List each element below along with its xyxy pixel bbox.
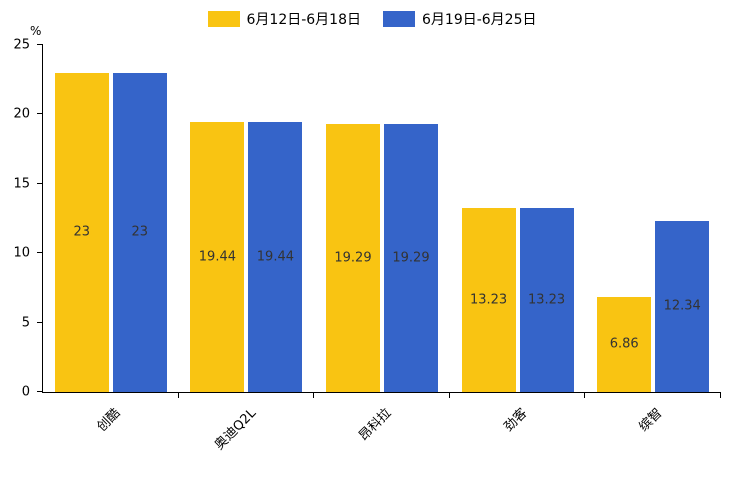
y-tick-label: 0 bbox=[21, 384, 30, 400]
bar-value-label: 19.44 bbox=[256, 249, 294, 265]
y-tick-mark bbox=[37, 391, 43, 392]
y-tick-label: 10 bbox=[13, 245, 30, 261]
y-axis: 0 5 10 15 20 25 bbox=[0, 39, 42, 399]
bar-value-label: 19.44 bbox=[198, 249, 236, 265]
x-tick-label-text: 昂科拉 bbox=[356, 405, 395, 445]
y-tick-mark bbox=[37, 252, 43, 254]
y-tick-mark bbox=[37, 44, 43, 45]
bar-group: 19.29 19.29 bbox=[325, 45, 438, 392]
x-tick-mark bbox=[584, 393, 586, 398]
x-axis: 创酷 奥迪Q2L 昂科拉 劲客 缤智 bbox=[42, 393, 721, 483]
bar-value-label: 19.29 bbox=[334, 250, 372, 266]
bar-group: 6.86 12.34 bbox=[597, 45, 710, 392]
bar[interactable]: 13.23 bbox=[461, 208, 516, 392]
bar[interactable]: 23 bbox=[112, 72, 167, 392]
legend-label: 6月12日-6月18日 bbox=[246, 12, 362, 28]
bar[interactable]: 19.44 bbox=[248, 122, 303, 392]
bar-value-label: 23 bbox=[73, 224, 91, 240]
legend-label: 6月19日-6月25日 bbox=[422, 12, 537, 28]
x-tick-mark bbox=[177, 393, 179, 398]
x-tick-label-text: 缤智 bbox=[636, 405, 666, 435]
legend-item[interactable]: 6月12日-6月18日 bbox=[207, 9, 362, 29]
bar-value-label: 6.86 bbox=[609, 336, 639, 352]
bar-group: 19.44 19.44 bbox=[190, 45, 303, 392]
y-tick-mark bbox=[37, 182, 43, 184]
bar[interactable]: 6.86 bbox=[597, 296, 652, 392]
bar[interactable]: 23 bbox=[54, 72, 109, 392]
y-tick-label: 5 bbox=[21, 315, 30, 331]
bar[interactable]: 12.34 bbox=[655, 220, 710, 392]
y-tick-label: 25 bbox=[13, 37, 30, 53]
y-axis-unit-label: % bbox=[30, 24, 42, 38]
plot-area: 23 23 19.44 19.44 19.29 19.29 13.23 13.23 6.86 12… bbox=[37, 44, 721, 393]
legend-swatch bbox=[383, 11, 415, 27]
bar[interactable]: 19.29 bbox=[325, 124, 380, 392]
bar-value-label: 12.34 bbox=[663, 298, 701, 314]
legend-swatch bbox=[207, 11, 240, 27]
bar-group: 13.23 13.23 bbox=[461, 45, 574, 392]
bar-value-label: 23 bbox=[131, 224, 149, 240]
x-tick-mark bbox=[720, 393, 721, 398]
x-tick-mark bbox=[448, 393, 450, 398]
y-tick-mark bbox=[37, 321, 43, 323]
y-tick-label: 20 bbox=[13, 106, 30, 122]
bar-value-label: 19.29 bbox=[392, 250, 430, 266]
bar-group: 23 23 bbox=[54, 45, 167, 392]
legend-item[interactable]: 6月19日-6月25日 bbox=[383, 9, 537, 29]
x-tick-label-text: 劲客 bbox=[501, 405, 531, 435]
x-tick-label-text: 奥迪Q2L bbox=[211, 405, 259, 454]
y-tick-mark bbox=[37, 113, 43, 115]
bar[interactable]: 19.44 bbox=[190, 122, 245, 392]
y-tick-label: 15 bbox=[13, 176, 30, 192]
legend: 6月12日-6月18日 6月19日-6月25日 bbox=[0, 8, 744, 30]
bar[interactable]: 13.23 bbox=[519, 208, 574, 392]
x-tick-mark bbox=[313, 393, 315, 398]
x-tick-label-text: 创酷 bbox=[94, 405, 124, 435]
bar-value-label: 13.23 bbox=[527, 292, 566, 308]
bar[interactable]: 19.29 bbox=[383, 124, 438, 392]
bar-value-label: 13.23 bbox=[469, 292, 508, 308]
